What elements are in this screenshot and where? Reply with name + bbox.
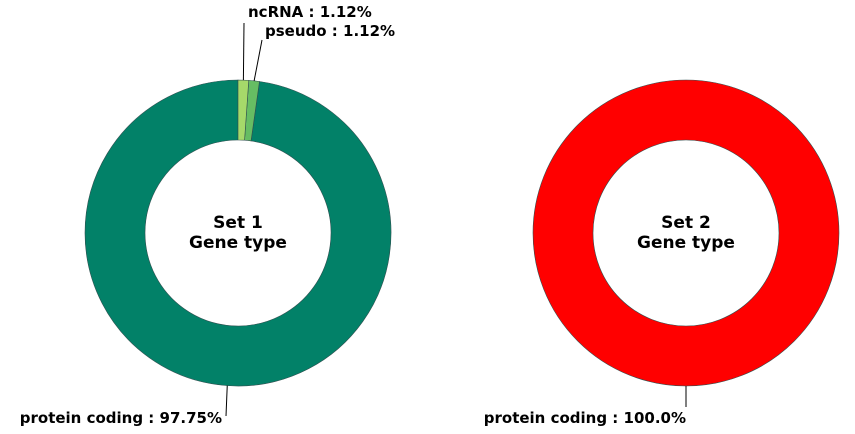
donut-center-title-line-2: Gene type xyxy=(637,233,735,253)
slice-label: protein coding : 100.0% xyxy=(484,409,686,427)
slice-label: ncRNA : 1.12% xyxy=(248,3,372,21)
slice-label: pseudo : 1.12% xyxy=(265,22,395,40)
donut-center-title-line-1: Set 1 xyxy=(213,213,263,233)
donut-chart-set-2: Set 2 Gene type protein coding : 100.0% xyxy=(484,79,840,427)
slice-leader-line xyxy=(242,22,245,81)
donut-slice-protein-coding xyxy=(84,79,392,387)
donut-chart-set-1: Set 1 Gene type ncRNA : 1.12%pseudo : 1.… xyxy=(20,3,395,427)
slice-label: protein coding : 97.75% xyxy=(20,409,222,427)
slice-leader-line xyxy=(253,39,263,81)
donut-slice-pseudo xyxy=(244,80,260,142)
donut-center-title-line-2: Gene type xyxy=(189,233,287,253)
donut-slice-ncrna xyxy=(237,79,250,141)
slice-leader-line xyxy=(225,385,228,417)
donut-center-title-line-1: Set 2 xyxy=(661,213,711,233)
